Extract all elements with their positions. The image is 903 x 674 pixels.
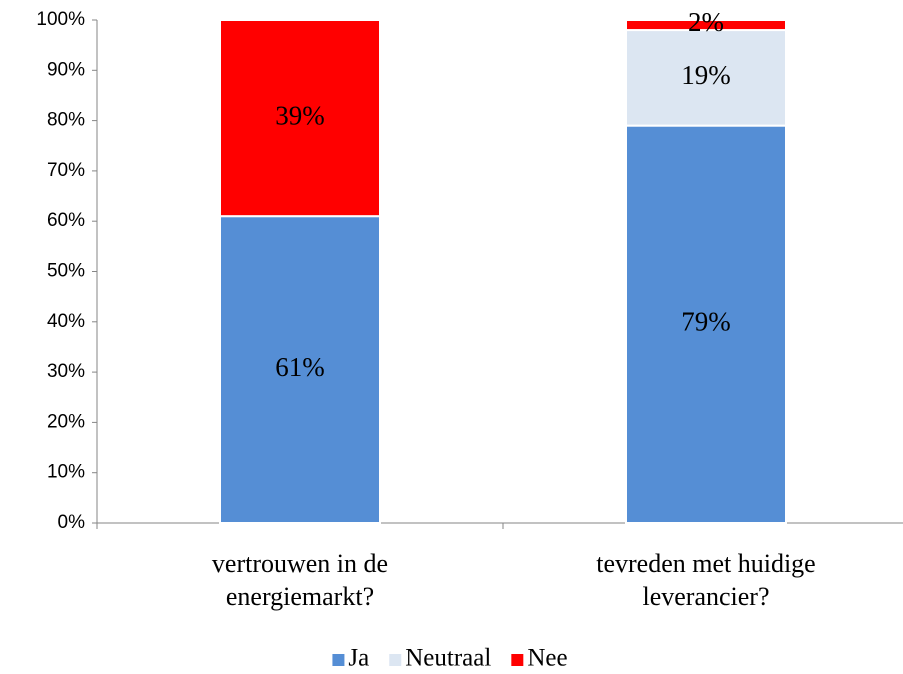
bar-segment — [219, 215, 381, 524]
y-tick-label: 100% — [36, 9, 85, 30]
y-tick-label: 0% — [58, 512, 86, 533]
bar-segment — [625, 19, 787, 32]
data-label: 2% — [688, 7, 724, 37]
y-tick-label: 20% — [47, 411, 85, 432]
bar-segment — [625, 124, 787, 524]
y-tick-label: 50% — [47, 261, 85, 282]
y-tick-label: 70% — [47, 160, 85, 181]
legend-swatch — [389, 654, 402, 666]
legend-swatch — [511, 654, 524, 666]
y-tick-label: 80% — [47, 110, 85, 131]
bar-segment — [625, 29, 787, 127]
legend-label: Neutraal — [405, 645, 491, 672]
bar-segment — [219, 19, 381, 218]
legend-label: Ja — [348, 645, 369, 672]
data-label: 19% — [681, 60, 731, 90]
legend-swatch — [332, 654, 345, 666]
y-tick-label: 30% — [47, 361, 85, 382]
x-tick-label: vertrouwen in de energiemarkt? — [211, 549, 389, 611]
y-tick-label: 40% — [47, 311, 85, 332]
y-tick-label: 10% — [47, 462, 85, 483]
legend-label: Nee — [527, 645, 567, 672]
y-tick-label: 60% — [47, 210, 85, 231]
data-label: 39% — [275, 100, 325, 130]
data-label: 79% — [681, 307, 731, 337]
y-tick-label: 90% — [47, 59, 85, 80]
data-label: 61% — [275, 352, 325, 382]
x-tick-label: tevreden met huidige leverancier? — [596, 549, 816, 611]
